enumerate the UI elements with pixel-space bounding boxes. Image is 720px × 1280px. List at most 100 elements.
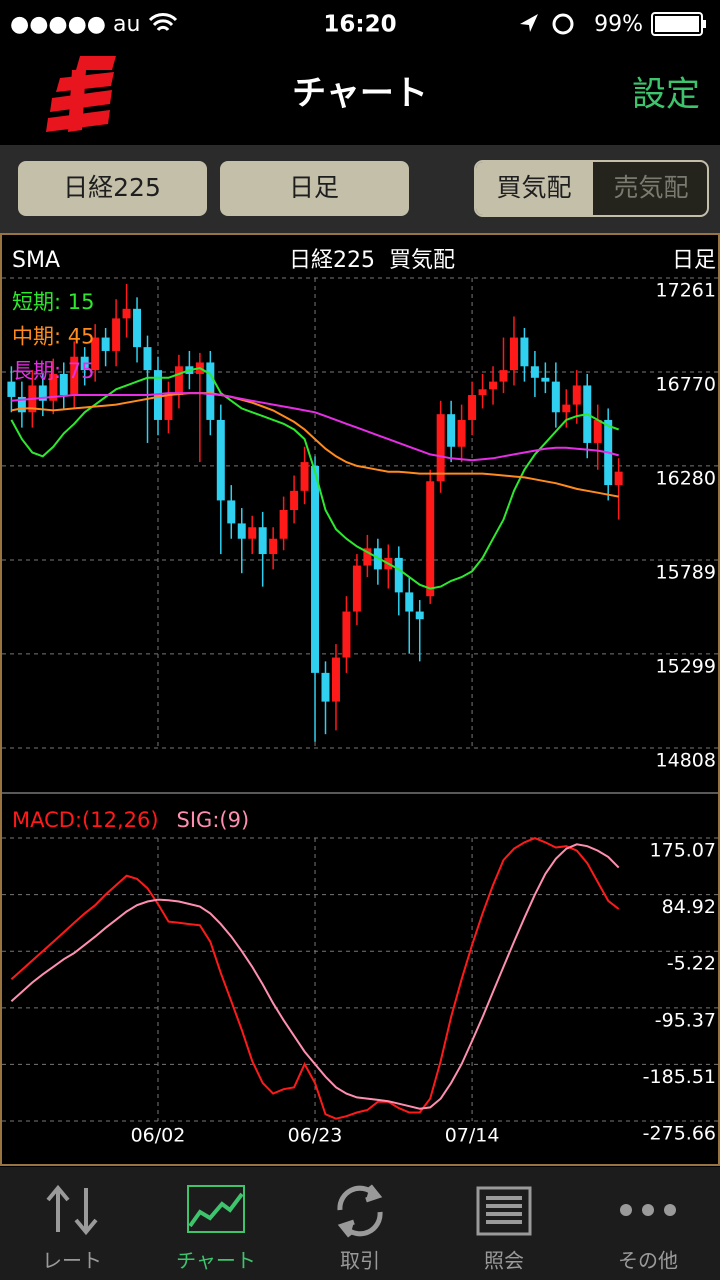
candle-body — [572, 385, 581, 405]
candle-body — [91, 337, 100, 371]
y-tick-label: 15789 — [656, 562, 716, 584]
y-tick-label: -275.66 — [643, 1123, 716, 1145]
candle-body — [489, 381, 498, 390]
legend-entry: MACD:(12,26) — [12, 808, 159, 832]
y-tick-label: -95.37 — [655, 1009, 716, 1031]
candle-body — [122, 308, 131, 319]
screen-title: チャート — [292, 74, 428, 114]
candle-body — [352, 565, 361, 612]
candle-body — [499, 370, 508, 382]
period-button[interactable] — [220, 161, 409, 216]
tab-label[interactable]: レート — [42, 1249, 102, 1273]
candle-body — [530, 366, 539, 378]
index-label: 日経225 — [63, 173, 161, 202]
candle-body — [541, 377, 550, 382]
candle-body — [17, 396, 26, 413]
candle-body — [593, 419, 602, 443]
chart-icon[interactable] — [187, 1185, 245, 1233]
candle-body — [342, 611, 351, 658]
logo[interactable] — [46, 56, 116, 132]
x-tick-label: 07/14 — [445, 1125, 500, 1147]
candle-body — [447, 414, 456, 447]
carrier: ●●●●● au — [10, 12, 140, 37]
y-tick-label: 15299 — [656, 655, 716, 677]
tab-label[interactable]: 照会 — [484, 1249, 524, 1273]
battery-tip — [703, 20, 706, 28]
battery-icon — [651, 12, 703, 36]
candle-body — [49, 373, 58, 401]
tab-label[interactable]: チャート — [176, 1249, 256, 1273]
candle-body — [279, 509, 288, 539]
candle-body — [405, 592, 414, 612]
series-line — [10, 367, 620, 590]
plot-area: 17261 16770 16280 15789 15299 14808 175.07 84.9… — [2, 277, 718, 1147]
y-tick-label: 17261 — [656, 279, 716, 301]
x-tick-label: 06/23 — [288, 1125, 343, 1147]
candle-body — [38, 385, 47, 401]
candle-body — [216, 419, 225, 501]
candle-body — [331, 657, 340, 702]
candle-body — [562, 404, 571, 413]
candle-body — [269, 538, 278, 555]
battery-level — [655, 16, 699, 32]
tab-label[interactable]: 取引 — [340, 1249, 380, 1273]
y-tick-label: -5.22 — [667, 953, 716, 975]
period-label: 日足 — [289, 173, 339, 202]
candle-body — [509, 337, 518, 371]
y-tick-label: 175.07 — [650, 840, 716, 862]
candle-body — [59, 373, 68, 396]
index-button[interactable] — [18, 161, 207, 216]
more-icon[interactable] — [620, 1204, 676, 1216]
ask-segment[interactable]: 売気配 — [613, 173, 688, 202]
inquiry-icon[interactable] — [476, 1186, 532, 1236]
candle-body — [457, 419, 466, 447]
location-icon — [520, 14, 538, 32]
candle-body — [7, 381, 16, 397]
settings-button[interactable]: 設定 — [632, 75, 700, 115]
tab-label[interactable]: その他 — [618, 1249, 678, 1273]
series-line — [10, 843, 620, 1110]
header-bg — [0, 0, 720, 145]
candle-body — [415, 611, 424, 620]
series-line — [10, 837, 620, 1120]
candle-body — [394, 557, 403, 593]
candle-body — [143, 347, 152, 371]
candle-body — [258, 527, 267, 555]
series-line — [11, 392, 619, 498]
bid-segment[interactable] — [476, 162, 593, 215]
candle-body — [237, 523, 246, 539]
series-line — [11, 392, 619, 462]
candle-body — [227, 500, 236, 524]
wifi-icon — [148, 13, 178, 32]
indicator-label: SMA — [12, 248, 60, 273]
alarm-icon — [552, 13, 574, 35]
rate-icon[interactable] — [46, 1184, 98, 1236]
candle-body — [551, 381, 560, 413]
candle-body — [311, 465, 320, 673]
tab-labels: レート チャート 取引 照会 その他 — [42, 1249, 678, 1273]
trade-icon[interactable] — [337, 1184, 383, 1238]
legend-entry: 長期: 75 — [12, 359, 94, 383]
y-tick-label: 16280 — [656, 467, 716, 489]
y-tick-label: -185.51 — [643, 1066, 716, 1088]
candle-body — [426, 481, 435, 597]
candle-body — [70, 356, 79, 396]
candle-body — [133, 308, 142, 348]
candle-body — [101, 337, 110, 351]
bid-label: 買気配 — [496, 173, 571, 202]
period-text: 日足 — [672, 248, 716, 273]
candle-body — [112, 318, 121, 351]
x-tick-label: 06/02 — [131, 1125, 186, 1147]
candle-body — [174, 366, 183, 396]
clock: 16:20 — [323, 12, 396, 38]
candle-body — [363, 548, 372, 566]
y-tick-label: 14808 — [656, 749, 716, 771]
candle-body — [80, 356, 89, 371]
candle-body — [478, 389, 487, 396]
candle-body — [614, 471, 623, 486]
candle-body — [164, 395, 173, 420]
candle-body — [206, 362, 215, 420]
chart-title: 日経225 買気配 — [289, 248, 455, 273]
